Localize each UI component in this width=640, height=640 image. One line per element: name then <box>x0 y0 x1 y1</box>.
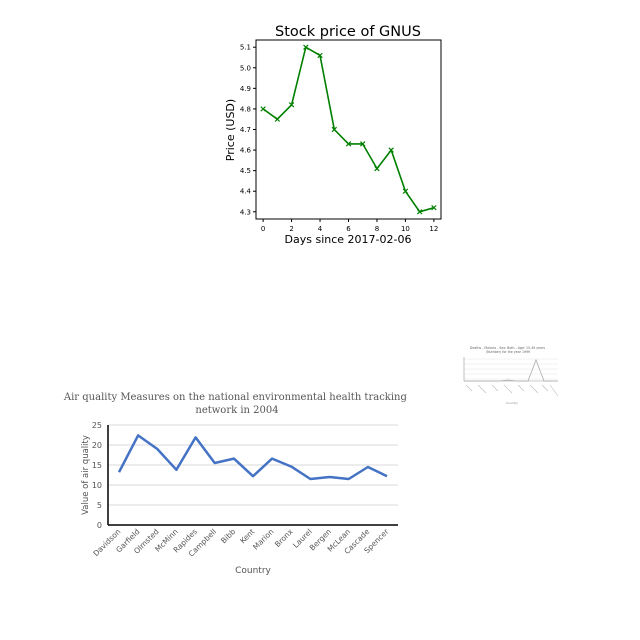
malaria-chart-x-tick-labels <box>465 384 559 397</box>
air-quality-x-tick-label: Bronx <box>273 527 295 549</box>
air-quality-x-axis-label: Country <box>235 566 271 576</box>
stock-price-point-marker <box>416 209 423 215</box>
air-quality-x-tick-label: Davidson <box>91 527 122 558</box>
malaria-deaths-thumbnail-chart: Deaths - Malaria - Sex: Both - Age: 15-4… <box>463 346 559 405</box>
air-quality-title: Air quality Measures on the national env… <box>63 392 410 416</box>
air-quality-y-tick-label: 25 <box>92 421 102 430</box>
stock-price-chart: Stock price of GNUS 4.34.44.54.64.74.84.… <box>224 24 442 246</box>
stock-price-point-marker <box>345 141 352 147</box>
malaria-chart-title-line-2: (Number) for the year 1999 <box>486 350 530 354</box>
malaria-chart-title: Deaths - Malaria - Sex: Both - Age: 15-4… <box>470 346 546 354</box>
stock-chart-y-ticks: 4.3 4.4 4.5 4.6 4.7 4.8 4.9 5.0 5.1 <box>240 44 256 216</box>
air-quality-gridlines <box>108 424 398 506</box>
stock-y-tick-label: 4.3 <box>240 208 251 216</box>
stock-price-point-marker <box>317 52 323 59</box>
air-quality-y-tick-label: 0 <box>97 521 102 530</box>
stock-price-point-marker <box>360 141 366 147</box>
air-quality-y-tick-label: 20 <box>92 441 102 450</box>
air-quality-y-ticks: 0 5 10 15 20 25 <box>92 421 102 530</box>
stock-y-tick-label: 4.7 <box>240 126 251 134</box>
air-quality-y-tick-label: 10 <box>92 481 102 490</box>
stock-price-point-marker <box>388 147 394 153</box>
stock-x-tick-label: 12 <box>429 225 438 233</box>
stock-y-tick-label: 4.4 <box>240 188 252 196</box>
stock-x-tick-label: 10 <box>401 225 410 233</box>
air-quality-x-ticks: DavidsonGarfieldOlmstedMcMinnRapidesCamp… <box>91 526 391 558</box>
stock-price-point-marker <box>260 106 266 112</box>
air-quality-y-axis-label: Value of air quality <box>81 435 91 515</box>
malaria-chart-gridlines <box>464 358 558 380</box>
stock-chart-x-ticks: 0 2 4 6 8 10 12 <box>261 219 438 233</box>
air-quality-y-tick-label: 5 <box>97 501 102 510</box>
stock-price-series-line <box>262 45 435 213</box>
air-quality-title-line-1: Air quality Measures on the national env… <box>63 392 408 403</box>
stock-y-tick-label: 5.1 <box>240 44 251 52</box>
stock-x-tick-label: 8 <box>375 225 379 233</box>
stock-chart-y-axis-label: Price (USD) <box>224 99 237 161</box>
stock-x-tick-label: 0 <box>261 225 265 233</box>
malaria-chart-title-line-1: Deaths - Malaria - Sex: Both - Age: 15-4… <box>470 346 545 350</box>
stock-y-tick-label: 5.0 <box>240 64 251 72</box>
air-quality-x-tick-label: Marion <box>251 527 276 552</box>
stock-price-point-marker <box>288 102 295 108</box>
stock-y-tick-label: 4.9 <box>240 85 251 93</box>
stock-y-tick-label: 4.5 <box>240 167 251 175</box>
air-quality-title-line-2: network in 2004 <box>195 405 278 416</box>
stock-y-tick-label: 4.8 <box>240 105 251 113</box>
stock-price-point-marker <box>402 188 409 194</box>
stock-price-point-marker <box>374 165 380 172</box>
stock-price-point-marker <box>303 44 309 50</box>
stock-x-tick-label: 4 <box>318 225 323 233</box>
stock-price-point-marker <box>274 116 281 122</box>
stock-price-point-marker <box>431 204 437 211</box>
stock-x-tick-label: 6 <box>346 225 351 233</box>
air-quality-y-tick-label: 15 <box>92 461 102 470</box>
stock-chart-x-axis-label: Days since 2017-02-06 <box>285 233 412 246</box>
stock-y-tick-label: 4.6 <box>240 147 252 155</box>
stock-chart-title: Stock price of GNUS <box>275 24 421 40</box>
air-quality-series-line <box>117 434 388 481</box>
stock-price-point-marker <box>331 126 337 133</box>
stock-chart-plot-frame <box>255 39 442 220</box>
malaria-chart-series-line <box>464 358 558 382</box>
stock-x-tick-label: 2 <box>289 225 293 233</box>
stock-price-markers <box>260 44 437 215</box>
air-quality-chart: Air quality Measures on the national env… <box>63 392 410 576</box>
malaria-chart-x-axis-label: Country <box>506 401 518 405</box>
air-quality-x-tick-label: Bibb <box>219 527 237 545</box>
